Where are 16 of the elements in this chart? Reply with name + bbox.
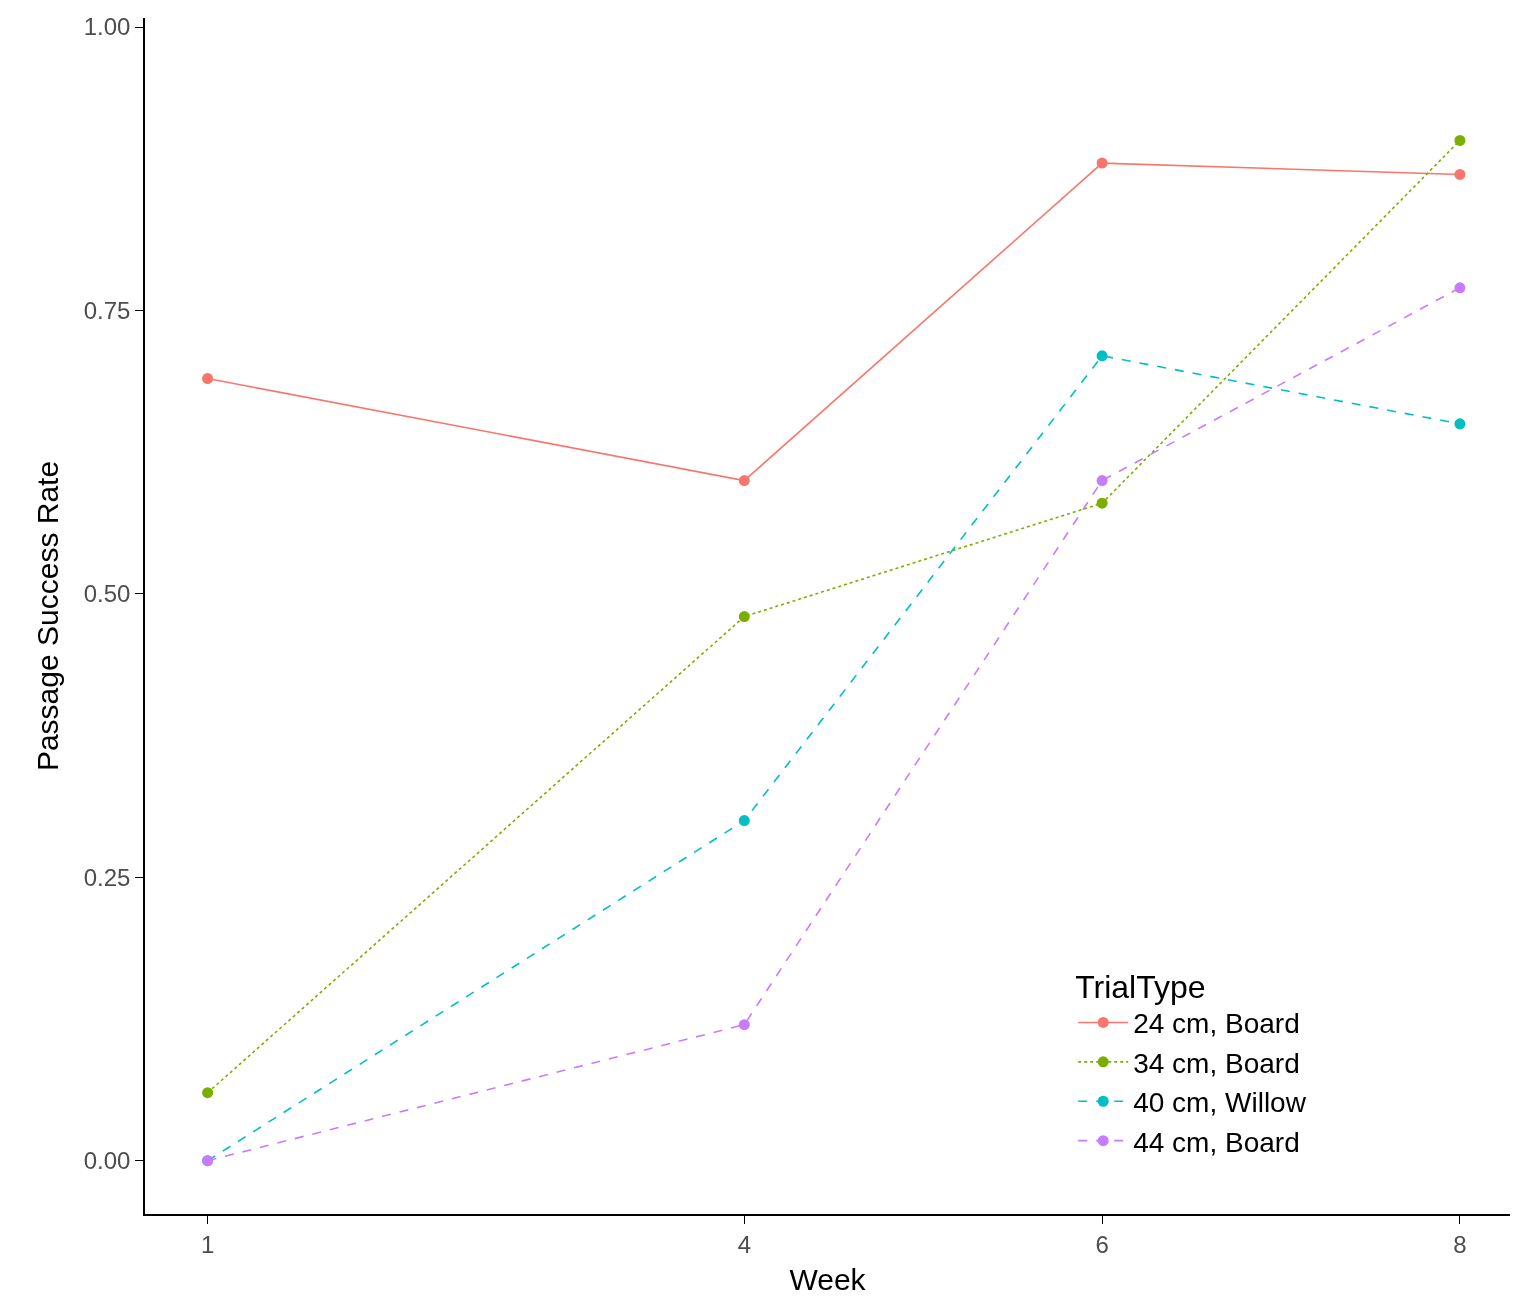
legend-label: 34 cm, Board xyxy=(1133,1047,1300,1079)
y-tick-label: 0.50 xyxy=(83,580,131,608)
y-tick-label: 1.00 xyxy=(83,13,131,41)
y-tick-label: 0.00 xyxy=(83,1147,131,1175)
legend-label: 44 cm, Board xyxy=(1133,1126,1300,1158)
x-tick-label: 8 xyxy=(1453,1230,1467,1258)
x-tick-label: 1 xyxy=(200,1230,215,1258)
legend-label: 24 cm, Board xyxy=(1133,1008,1300,1040)
legend-title: TrialType xyxy=(1075,968,1206,1005)
x-tick-label: 4 xyxy=(737,1230,751,1258)
x-axis-title: Week xyxy=(789,1262,867,1296)
y-tick-label: 0.75 xyxy=(83,296,131,324)
y-tick-label: 0.25 xyxy=(83,863,131,891)
legend-label: 40 cm, Willow xyxy=(1133,1087,1307,1119)
x-tick-label: 6 xyxy=(1095,1230,1109,1258)
y-axis-title: Passage Success Rate xyxy=(31,460,65,772)
